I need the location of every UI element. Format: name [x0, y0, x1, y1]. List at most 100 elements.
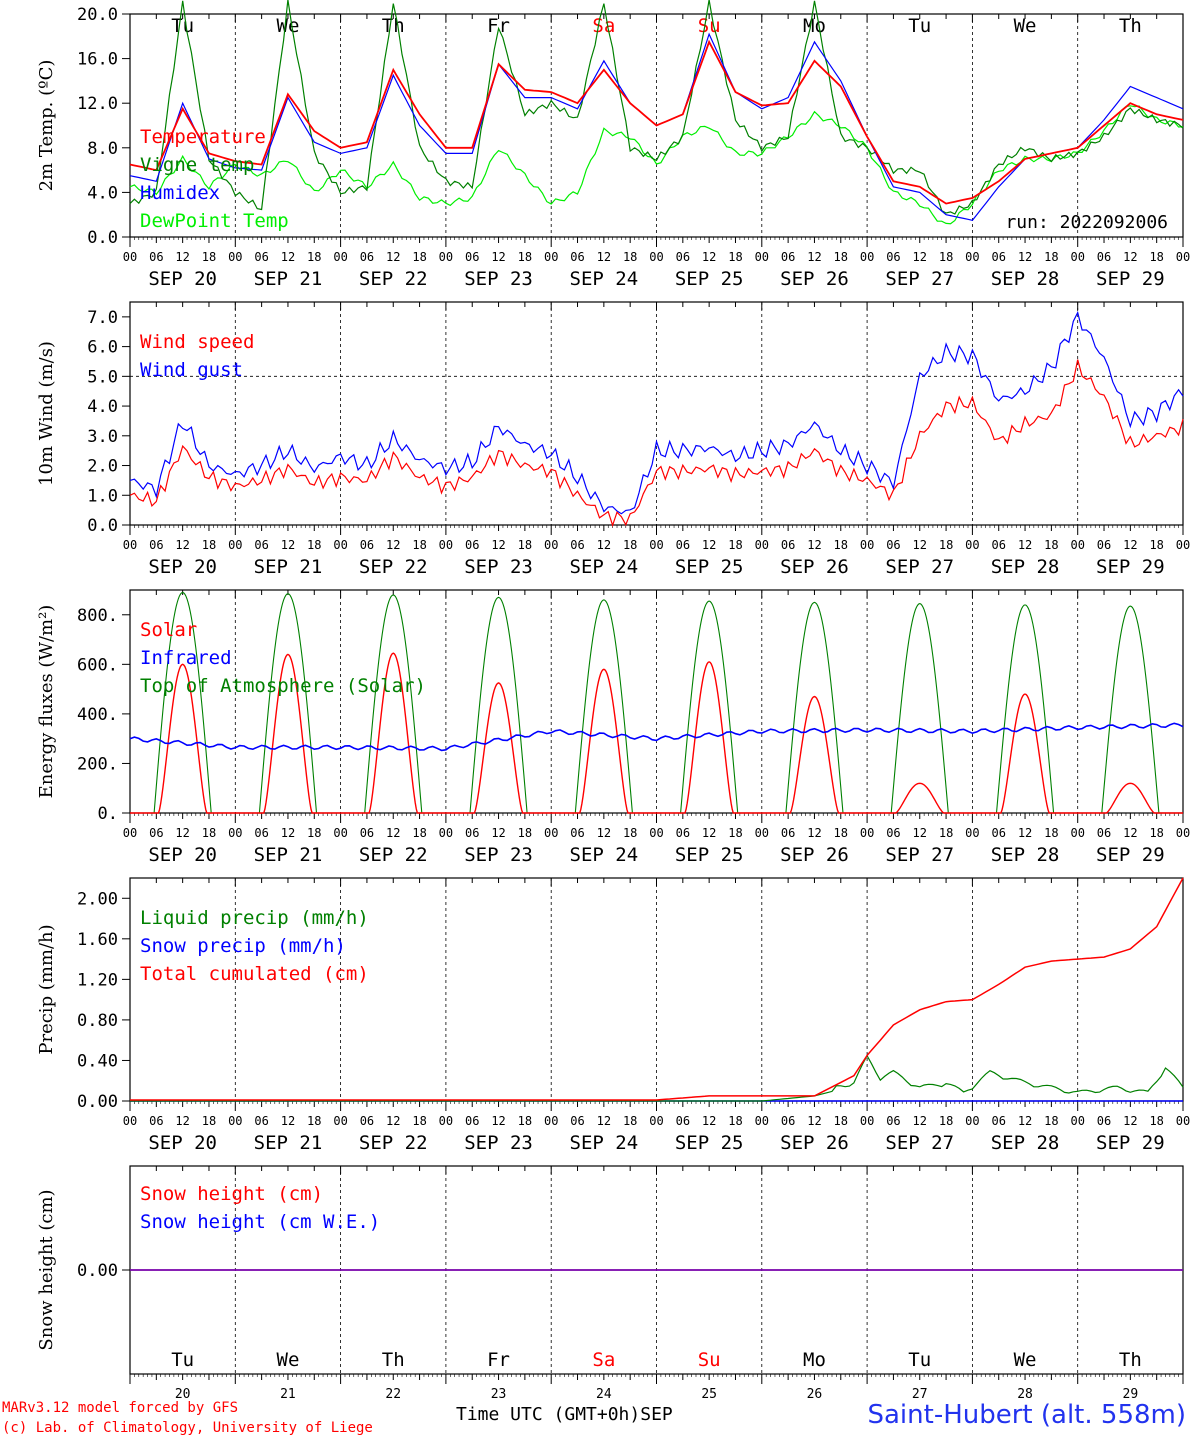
x-hour-label: 00	[649, 250, 663, 264]
x-hour-label: 18	[939, 538, 953, 552]
x-hour-label: 00	[439, 1114, 453, 1128]
y-axis-label-3: Energy fluxes (W/m²)	[36, 605, 57, 799]
x-hour-label: 00	[755, 826, 769, 840]
x-hour-label: 06	[254, 1114, 268, 1128]
y-tick-label: 8.0	[87, 139, 118, 159]
legend-liquid-precip-mm-h-: Liquid precip (mm/h)	[140, 907, 369, 929]
legend-infrared: Infrared	[140, 647, 232, 669]
x-hour-label: 18	[728, 250, 742, 264]
x-hour-label: 00	[123, 1114, 137, 1128]
x-hour-label: 18	[1044, 1114, 1058, 1128]
legend-vigne-temp: Vigne temp	[140, 154, 254, 176]
x-hour-label: 12	[913, 826, 927, 840]
x-hour-label: 06	[781, 538, 795, 552]
x-hour-label: 12	[913, 250, 927, 264]
x-hour-label: 06	[360, 826, 374, 840]
x-hour-label: 06	[1097, 538, 1111, 552]
x-hour-label: 06	[149, 1114, 163, 1128]
x-hour-label: 12	[807, 1114, 821, 1128]
x-date-label: SEP 23	[464, 556, 533, 578]
x-hour-label: 06	[886, 250, 900, 264]
series-line-temperature	[129, 39, 1184, 205]
x-hour-label: 18	[412, 538, 426, 552]
x-hour-label: 00	[123, 826, 137, 840]
y-tick-label: 3.0	[87, 427, 118, 447]
x-hour-label: 00	[1070, 538, 1084, 552]
weekday-label: Th	[382, 15, 405, 37]
weekday-label-bottom: We	[277, 1349, 300, 1371]
x-hour-label: 12	[281, 538, 295, 552]
x-hour-label: 18	[307, 1114, 321, 1128]
x-hour-label: 12	[491, 250, 505, 264]
x-hour-label: 12	[702, 538, 716, 552]
x-hour-label: 18	[412, 1114, 426, 1128]
x-hour-label: 18	[1044, 826, 1058, 840]
x-hour-label: 18	[939, 250, 953, 264]
y-tick-label: 4.0	[87, 183, 118, 203]
day-number-label: 25	[701, 1387, 717, 1402]
series-line-dewpoint-temp	[129, 105, 1184, 225]
x-hour-label: 00	[1070, 1114, 1084, 1128]
x-date-label: SEP 29	[1096, 556, 1165, 578]
y-tick-label: 0.80	[77, 1011, 118, 1031]
series-line-top-of-atmosphere-solar	[130, 591, 1183, 814]
x-date-label: SEP 23	[464, 844, 533, 866]
series-line-wind-gust	[129, 310, 1184, 515]
y-tick-label: 1.20	[77, 970, 118, 990]
y-tick-label: 800.	[77, 606, 118, 626]
x-hour-label: 12	[597, 538, 611, 552]
x-hour-label: 18	[834, 1114, 848, 1128]
x-hour-label: 06	[676, 538, 690, 552]
legend-temperature: Temperature	[140, 126, 266, 148]
x-date-label: SEP 21	[254, 1132, 323, 1154]
y-tick-label: 0.0	[87, 516, 118, 536]
x-hour-label: 06	[1097, 1114, 1111, 1128]
x-hour-label: 18	[1044, 538, 1058, 552]
x-hour-label: 18	[518, 1114, 532, 1128]
x-hour-label: 12	[807, 250, 821, 264]
x-hour-label: 12	[913, 538, 927, 552]
x-hour-label: 12	[1018, 538, 1032, 552]
y-tick-label: 2.0	[87, 457, 118, 477]
x-hour-label: 06	[149, 826, 163, 840]
x-hour-label: 12	[597, 250, 611, 264]
x-date-label: SEP 26	[780, 1132, 849, 1154]
weekday-label-bottom: Th	[1119, 1349, 1142, 1371]
time-axis-label: Time UTC (GMT+0h)	[456, 1404, 641, 1425]
day-number-label: 24	[596, 1387, 612, 1402]
x-hour-label: 18	[834, 250, 848, 264]
y-axis-label-2: 10m Wind (m/s)	[36, 341, 57, 486]
y-tick-label: 12.0	[77, 94, 118, 114]
x-date-label: SEP 24	[570, 844, 639, 866]
series-line-wind-speed	[129, 359, 1184, 528]
x-date-label: SEP 28	[991, 268, 1060, 290]
y-tick-label: 16.0	[77, 50, 118, 70]
x-hour-label: 18	[307, 538, 321, 552]
x-hour-label: 12	[175, 1114, 189, 1128]
x-hour-label: 06	[991, 538, 1005, 552]
y-tick-label: 7.0	[87, 308, 118, 328]
x-hour-label: 00	[439, 250, 453, 264]
x-date-label: SEP 28	[991, 1132, 1060, 1154]
legend-top-of-atmosphere-solar-: Top of Atmosphere (Solar)	[140, 675, 426, 697]
x-hour-label: 00	[965, 538, 979, 552]
month-label: SEP	[640, 1404, 673, 1425]
weekday-label: Sa	[592, 15, 615, 37]
legend-wind-speed: Wind speed	[140, 331, 254, 353]
x-hour-label: 00	[860, 826, 874, 840]
x-date-label: SEP 21	[254, 556, 323, 578]
run-annotation: run: 2022092006	[1005, 212, 1168, 233]
x-hour-label: 00	[439, 826, 453, 840]
x-hour-label: 12	[175, 250, 189, 264]
legend-snow-height-cm-: Snow height (cm)	[140, 1183, 323, 1205]
x-hour-label: 00	[544, 250, 558, 264]
series-line-vigne-temp	[129, 0, 1184, 215]
x-date-label: SEP 26	[780, 556, 849, 578]
weekday-label-bottom: Th	[382, 1349, 405, 1371]
station-name: Saint-Hubert (alt. 558m)	[867, 1400, 1186, 1430]
x-hour-label: 00	[1176, 538, 1190, 552]
x-date-label: SEP 25	[675, 1132, 744, 1154]
legend-snow-height-cm-w-e-: Snow height (cm W.E.)	[140, 1211, 380, 1233]
time-axis-title: Time UTC (GMT+0h)SEP	[456, 1404, 673, 1425]
